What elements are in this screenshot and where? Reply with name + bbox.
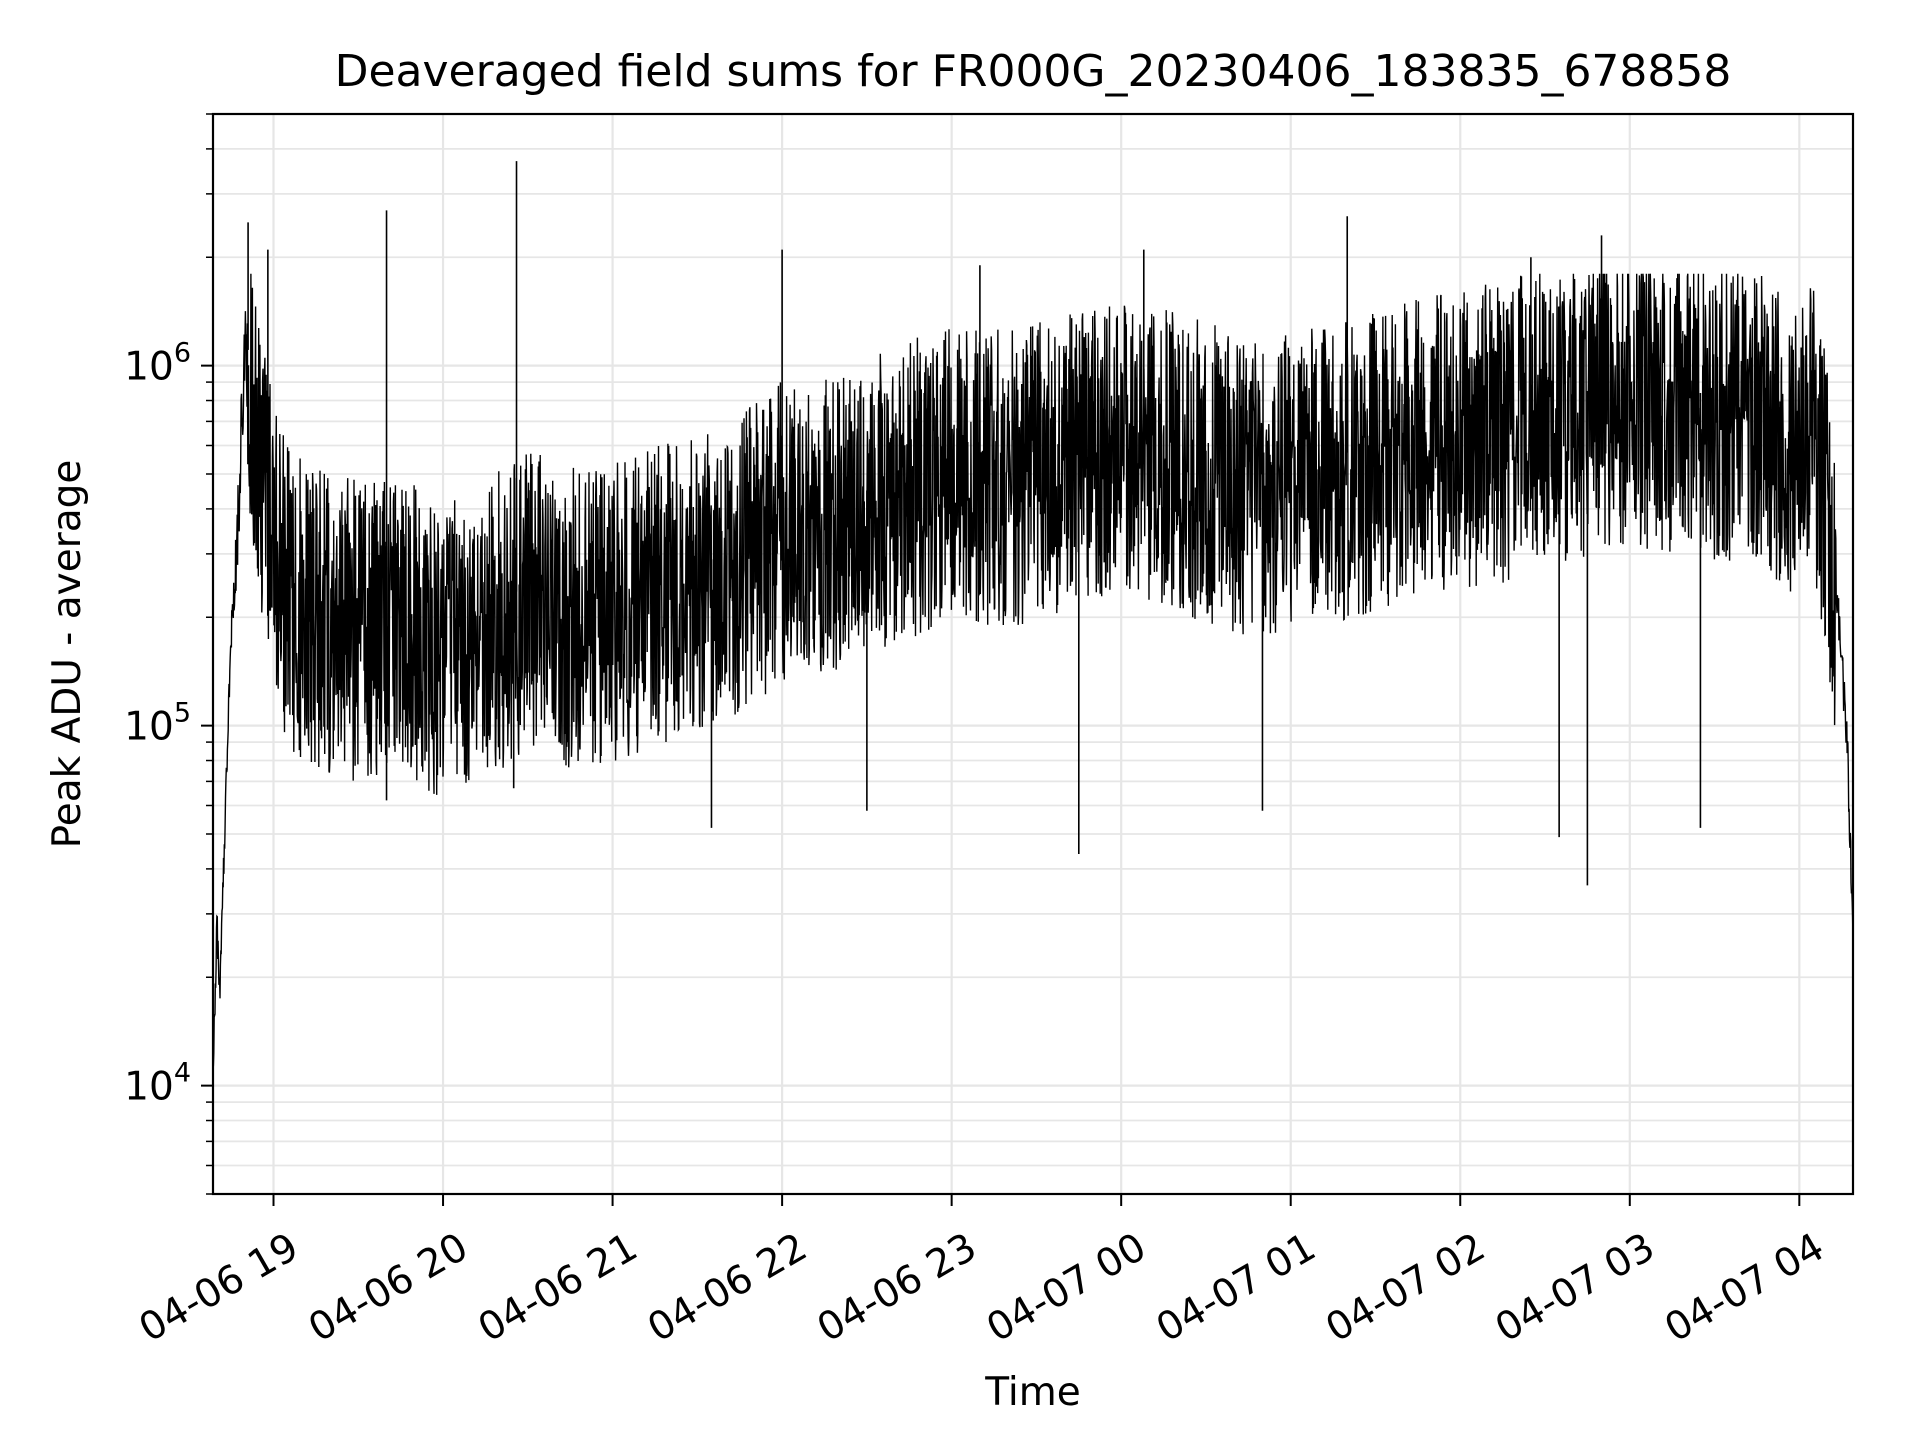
y-axis-label: Peak ADU - average [45, 460, 90, 849]
x-axis-label: Time [984, 1370, 1080, 1415]
series-layer [212, 161, 1854, 1071]
y-tick-label: 105 [124, 698, 191, 750]
chart-title: Deaveraged field sums for FR000G_2023040… [335, 46, 1732, 97]
series-line [212, 273, 1854, 1071]
y-tick-label: 106 [124, 338, 191, 390]
tick-layer [201, 113, 1801, 1206]
plot-frame [211, 112, 1855, 1196]
y-tick-label: 104 [124, 1058, 191, 1110]
